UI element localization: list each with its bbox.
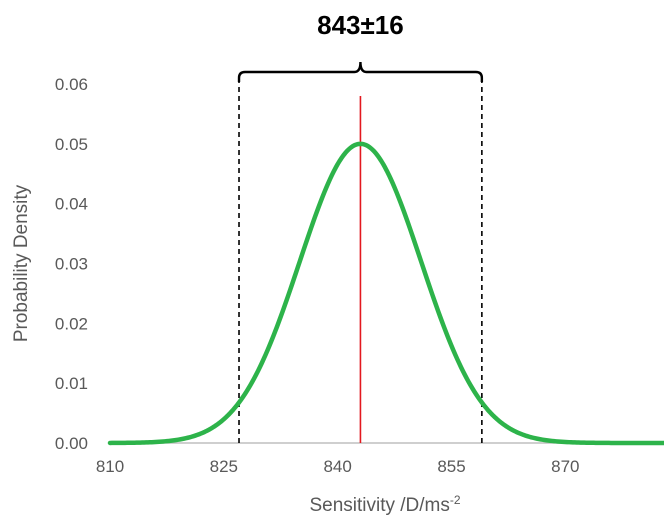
x-axis-title-main: Sensitivity /D/ms [309,495,449,516]
interval-bracket [237,61,484,82]
y-axis-title: Probability Density [11,184,32,342]
density-curve [107,141,664,446]
y-tick-label: 0.01 [55,374,88,393]
y-tick-label: 0.05 [55,135,88,154]
chart-title: 843±16 [317,10,404,40]
y-tick-label: 0.06 [55,75,88,94]
y-tick-label: 0.00 [55,434,88,453]
y-tick-label: 0.03 [55,255,88,274]
annotations [237,61,484,443]
x-axis-title: Sensitivity /D/ms-2 [309,493,460,516]
x-tick-label: 870 [551,457,579,476]
x-tick-label: 810 [96,457,124,476]
x-axis-title-superscript: -2 [450,493,461,507]
y-tick-label: 0.02 [55,314,88,333]
x-tick-label: 825 [210,457,238,476]
x-tick-label: 840 [323,457,351,476]
series [107,141,664,446]
x-tick-label: 855 [437,457,465,476]
y-tick-label: 0.04 [55,195,88,214]
tick-labels: 0.00 0.01 0.02 0.03 0.04 0.05 0.06 810 825 840 855… [55,75,580,476]
